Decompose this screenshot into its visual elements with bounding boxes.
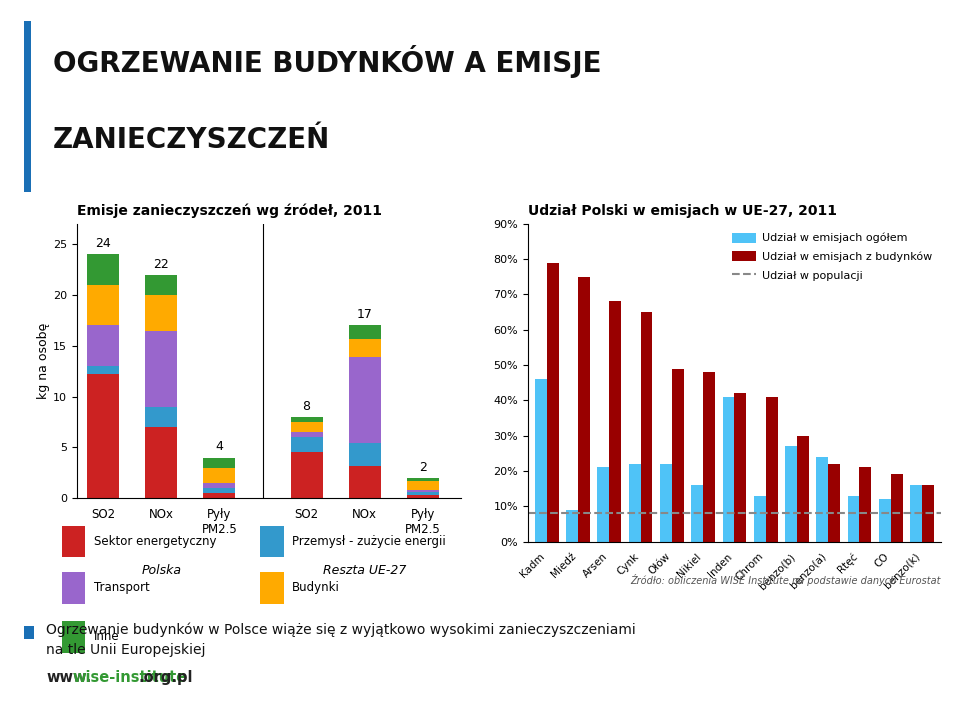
Bar <box>859 467 872 542</box>
Text: 22: 22 <box>154 258 169 271</box>
Text: OGRZEWANIE BUDYNKÓW A EMISJE: OGRZEWANIE BUDYNKÓW A EMISJE <box>53 45 601 78</box>
Bar <box>672 368 684 542</box>
Bar <box>260 572 283 604</box>
Text: Inne: Inne <box>93 630 119 643</box>
Text: Polska: Polska <box>141 564 181 577</box>
Bar <box>597 467 610 542</box>
Bar <box>535 379 547 542</box>
Bar <box>61 621 85 653</box>
Bar <box>547 263 559 542</box>
Text: Reszta UE-27: Reszta UE-27 <box>324 564 406 577</box>
Bar <box>754 495 766 542</box>
Text: wise-institute: wise-institute <box>73 670 187 684</box>
Text: Ogrzewanie budynków w Polsce wiąże się z wyjątkowo wysokimi zanieczyszczeniami: Ogrzewanie budynków w Polsce wiąże się z… <box>46 622 636 637</box>
Bar <box>87 366 119 374</box>
Legend: Udział w emisjach ogółem, Udział w emisjach z budynków, Udział w populacji: Udział w emisjach ogółem, Udział w emisj… <box>729 230 935 284</box>
Bar <box>734 393 746 542</box>
Bar <box>145 274 178 295</box>
Bar <box>145 295 178 331</box>
Text: ZANIECZYSZCZEŃ: ZANIECZYSZCZEŃ <box>53 126 330 154</box>
Bar <box>87 284 119 326</box>
Bar <box>407 478 439 481</box>
Bar <box>87 374 119 498</box>
Text: 24: 24 <box>95 238 110 251</box>
Bar <box>24 21 31 192</box>
Bar <box>291 422 323 432</box>
Bar <box>407 492 439 495</box>
Text: Budynki: Budynki <box>292 581 340 594</box>
Bar <box>629 464 640 542</box>
Text: 17: 17 <box>357 308 372 321</box>
Text: 2: 2 <box>420 461 427 474</box>
Text: Udział Polski w emisjach w UE-27, 2011: Udział Polski w emisjach w UE-27, 2011 <box>528 204 837 219</box>
Bar <box>291 438 323 453</box>
Bar <box>204 493 235 498</box>
Bar <box>291 432 323 438</box>
Bar <box>828 464 840 542</box>
Bar <box>145 406 178 427</box>
Bar <box>145 331 178 406</box>
Bar <box>61 572 85 604</box>
Bar <box>723 397 734 542</box>
Bar <box>348 339 381 357</box>
Bar <box>204 483 235 488</box>
Text: 4: 4 <box>215 440 224 453</box>
Bar <box>578 277 589 542</box>
Bar <box>640 312 653 542</box>
Text: Emisje zanieczyszczeń wg źródeł, 2011: Emisje zanieczyszczeń wg źródeł, 2011 <box>77 204 382 219</box>
Bar <box>291 453 323 498</box>
Bar <box>204 488 235 493</box>
Bar <box>797 435 809 542</box>
Bar <box>922 485 934 542</box>
Bar <box>766 397 778 542</box>
Bar <box>204 458 235 468</box>
Bar <box>291 417 323 422</box>
Bar <box>407 495 439 498</box>
Bar <box>260 526 283 557</box>
Text: Sektor energetyczny: Sektor energetyczny <box>93 535 216 548</box>
Bar <box>660 464 672 542</box>
Y-axis label: kg na osobę: kg na osobę <box>37 323 50 399</box>
Bar <box>816 457 828 542</box>
Bar <box>407 490 439 492</box>
Bar <box>691 485 703 542</box>
Text: 8: 8 <box>302 400 311 413</box>
Bar <box>879 499 891 542</box>
Bar <box>145 427 178 498</box>
Bar <box>204 468 235 483</box>
Bar <box>348 466 381 498</box>
Bar <box>703 372 715 542</box>
Bar <box>610 302 621 542</box>
Text: na tle Unii Europejskiej: na tle Unii Europejskiej <box>46 643 205 657</box>
Bar <box>348 357 381 443</box>
Bar <box>848 495 859 542</box>
Bar <box>348 326 381 339</box>
Text: Przemysł - zużycie energii: Przemysł - zużycie energii <box>292 535 445 548</box>
Bar <box>61 526 85 557</box>
Bar <box>348 443 381 466</box>
Text: www.: www. <box>46 670 91 684</box>
Bar <box>785 446 797 542</box>
Bar <box>910 485 922 542</box>
Bar <box>407 481 439 490</box>
Text: .org.pl: .org.pl <box>138 670 193 684</box>
Bar <box>891 474 902 542</box>
Bar <box>87 326 119 366</box>
Text: Źródło: obliczenia WISE Institute na podstawie danych Eurostat: Źródło: obliczenia WISE Institute na pod… <box>631 574 941 586</box>
Text: Transport: Transport <box>93 581 149 594</box>
Bar <box>566 510 578 542</box>
Bar <box>87 254 119 284</box>
